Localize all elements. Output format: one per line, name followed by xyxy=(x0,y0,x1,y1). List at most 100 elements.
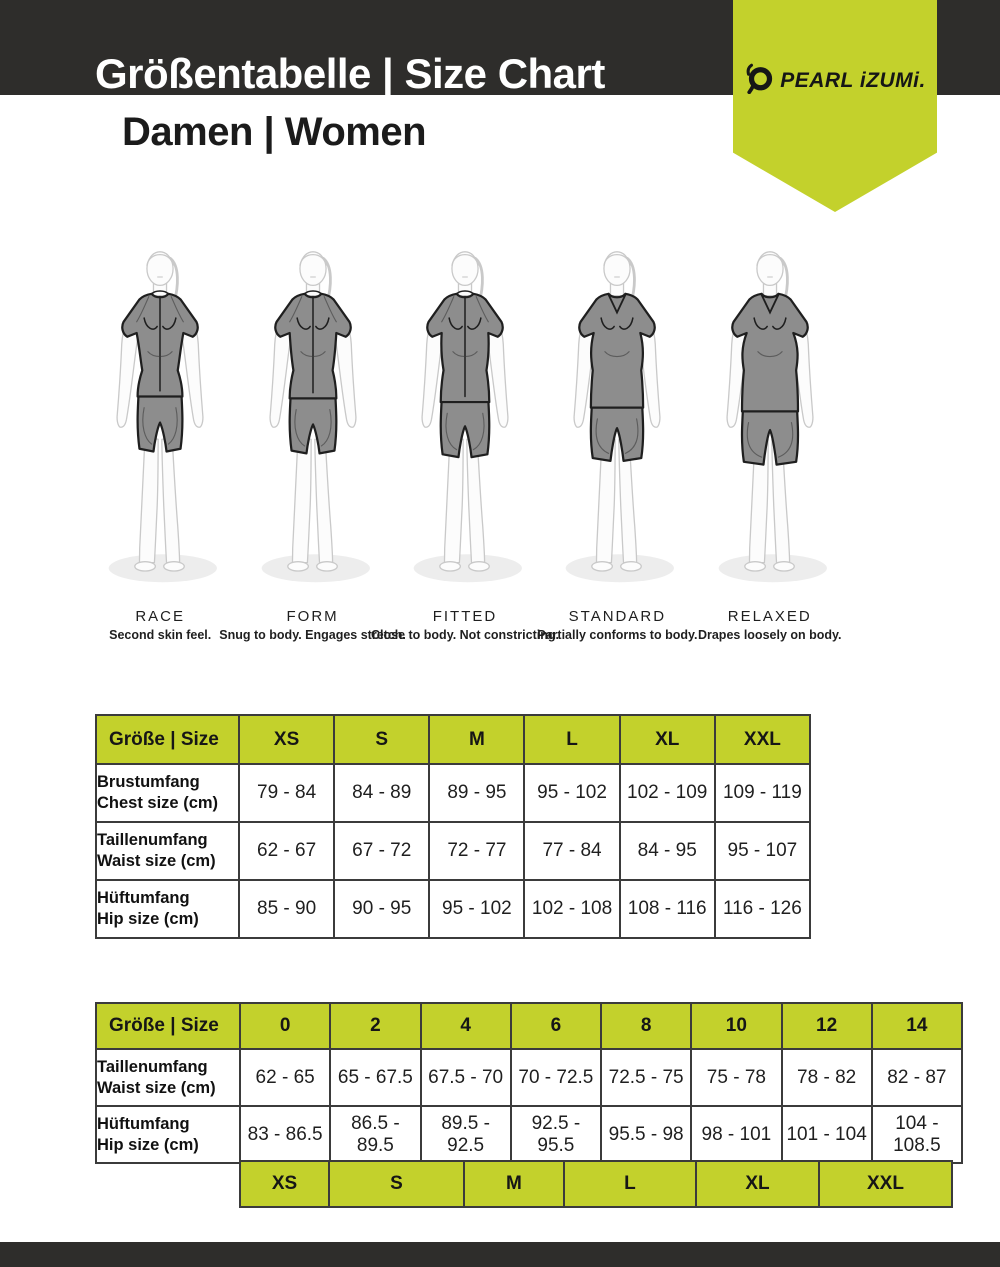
size-value-cell: 89 - 95 xyxy=(428,763,526,823)
size-column-header: 0 xyxy=(238,1002,332,1050)
row-label-en: Chest size (cm) xyxy=(97,794,219,812)
letter-mapping-cell: XXL xyxy=(818,1160,953,1208)
size-value-cell: 90 - 95 xyxy=(333,879,431,939)
size-value-cell: 92.5 - 95.5 xyxy=(509,1105,603,1164)
size-value-cell: 102 - 108 xyxy=(523,879,621,939)
fit-description: Second skin feel. xyxy=(109,628,212,642)
size-value-cell: 67.5 - 70 xyxy=(419,1048,512,1107)
brand-ribbon: PEARL iZUMi. xyxy=(733,0,937,212)
table-row: Brustumfang Chest size (cm) 79 - 84 84 - 89… xyxy=(95,763,812,823)
size-value-cell: 95 - 107 xyxy=(713,821,812,881)
size-column-header: 6 xyxy=(509,1002,603,1050)
brand-logo: PEARL iZUMi. xyxy=(733,62,937,99)
fit-name: RACE xyxy=(135,608,186,625)
fit-name: FORM xyxy=(286,608,339,625)
size-value-cell: 102 - 109 xyxy=(618,763,716,823)
size-value-cell: 65 - 67.5 xyxy=(329,1048,422,1107)
size-value-cell: 95 - 102 xyxy=(523,763,621,823)
size-value-cell: 62 - 65 xyxy=(238,1048,332,1107)
fit-description: Close to body. Not constricting. xyxy=(371,628,559,642)
row-label: Hüftumfang Hip size (cm) xyxy=(95,879,240,939)
size-column-header: 8 xyxy=(599,1002,693,1050)
fit-figure-form: FORM Snug to body. Engages stretch. xyxy=(219,230,406,642)
size-value-cell: 84 - 89 xyxy=(333,763,431,823)
size-column-header: XL xyxy=(618,714,716,765)
brand-name: PEARL iZUMi. xyxy=(780,68,926,92)
size-value-cell: 72 - 77 xyxy=(428,821,526,881)
row-label: Taillenumfang Waist size (cm) xyxy=(95,821,240,881)
table-row: Taillenumfang Waist size (cm) 62 - 67 67 - … xyxy=(95,821,812,881)
page-subtitle: Damen | Women xyxy=(122,110,427,154)
size-value-cell: 70 - 72.5 xyxy=(509,1048,603,1107)
letter-size-table: Größe | Size XS S M L XL XXL Brustumfang Chest s… xyxy=(95,714,812,939)
table-row: Taillenumfang Waist size (cm) 62 - 65 65 - … xyxy=(95,1048,964,1107)
size-value-cell: 108 - 116 xyxy=(618,879,716,939)
row-label-en: Waist size (cm) xyxy=(97,852,216,870)
fit-description: Drapes loosely on body. xyxy=(697,628,842,642)
numeric-size-table: Größe | Size 0 2 4 6 8 10 12 14 Taillenumfang Wais… xyxy=(95,1002,964,1164)
size-column-header: 12 xyxy=(780,1002,873,1050)
size-value-cell: 79 - 84 xyxy=(237,763,336,823)
fit-guide: RACE Second skin feel. FORM Snug to body. … xyxy=(84,230,846,642)
size-value-cell: 104 - 108.5 xyxy=(870,1105,964,1164)
size-header-label: Größe | Size xyxy=(95,714,240,765)
pearl-izumi-ring-icon xyxy=(744,62,774,99)
size-value-cell: 95 - 102 xyxy=(428,879,526,939)
size-column-header: L xyxy=(523,714,621,765)
footer-bar xyxy=(0,1242,1000,1267)
size-value-cell: 116 - 126 xyxy=(713,879,812,939)
row-label-de: Brustumfang xyxy=(97,773,200,792)
fit-description: Snug to body. Engages stretch. xyxy=(219,628,406,642)
size-value-cell: 95.5 - 98 xyxy=(599,1105,693,1164)
letter-mapping-cell: XL xyxy=(694,1160,820,1208)
size-value-cell: 109 - 119 xyxy=(713,763,812,823)
row-label-en: Waist size (cm) xyxy=(97,1078,216,1097)
size-column-header: 10 xyxy=(690,1002,783,1050)
row-label-de: Hüftumfang xyxy=(97,1114,190,1133)
size-column-header: XXL xyxy=(713,714,812,765)
letter-mapping-cell: L xyxy=(562,1160,697,1208)
row-label-en: Hip size (cm) xyxy=(97,910,199,928)
size-value-cell: 84 - 95 xyxy=(618,821,716,881)
page-title: Größentabelle | Size Chart xyxy=(95,50,605,97)
table-row: Hüftumfang Hip size (cm) 85 - 90 90 - 95 95 … xyxy=(95,879,812,939)
table-row: Hüftumfang Hip size (cm) 83 - 86.5 86.5 - 8… xyxy=(95,1105,964,1164)
size-value-cell: 67 - 72 xyxy=(333,821,431,881)
size-value-cell: 77 - 84 xyxy=(523,821,621,881)
size-value-cell: 101 - 104 xyxy=(780,1105,873,1164)
size-value-cell: 62 - 67 xyxy=(237,821,336,881)
size-value-cell: 82 - 87 xyxy=(870,1048,964,1107)
size-value-cell: 85 - 90 xyxy=(237,879,336,939)
size-value-cell: 72.5 - 75 xyxy=(599,1048,693,1107)
size-column-header: S xyxy=(333,714,431,765)
fit-figure-relaxed: RELAXED Drapes loosely on body. xyxy=(694,230,846,642)
fit-name: RELAXED xyxy=(727,608,812,625)
fit-description: Partially conforms to body. xyxy=(537,628,698,642)
row-label-de: Taillenumfang xyxy=(97,831,208,850)
fit-figure-fitted: FITTED Close to body. Not constricting. xyxy=(371,230,559,642)
letter-mapping-cell: S xyxy=(328,1160,465,1208)
size-value-cell: 98 - 101 xyxy=(690,1105,783,1164)
size-value-cell: 78 - 82 xyxy=(780,1048,873,1107)
row-label: Brustumfang Chest size (cm) xyxy=(95,763,240,823)
size-header-label: Größe | Size xyxy=(95,1002,241,1050)
size-value-cell: 75 - 78 xyxy=(690,1048,783,1107)
size-column-header: 4 xyxy=(419,1002,512,1050)
row-label: Hüftumfang Hip size (cm) xyxy=(95,1105,241,1164)
row-label-de: Hüftumfang xyxy=(97,889,190,908)
size-column-header: XS xyxy=(237,714,336,765)
row-label-de: Taillenumfang xyxy=(97,1057,208,1076)
size-value-cell: 86.5 - 89.5 xyxy=(329,1105,422,1164)
fit-figure-standard: STANDARD Partially conforms to body. xyxy=(537,230,697,642)
size-column-header: 14 xyxy=(870,1002,964,1050)
letter-mapping-row: XS S M L XL XXL xyxy=(239,1160,963,1208)
letter-mapping-cell: M xyxy=(462,1160,565,1208)
row-label-en: Hip size (cm) xyxy=(97,1135,199,1154)
size-column-header: M xyxy=(428,714,526,765)
size-value-cell: 83 - 86.5 xyxy=(238,1105,332,1164)
letter-mapping-cell: XS xyxy=(239,1160,330,1208)
size-column-header: 2 xyxy=(329,1002,422,1050)
row-label: Taillenumfang Waist size (cm) xyxy=(95,1048,241,1107)
size-value-cell: 89.5 - 92.5 xyxy=(419,1105,512,1164)
